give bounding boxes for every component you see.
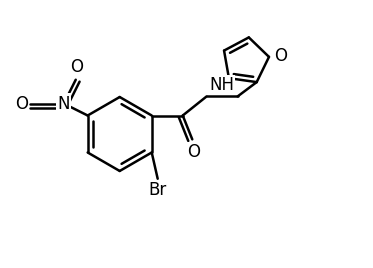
Text: O: O xyxy=(70,58,84,76)
Text: Br: Br xyxy=(148,181,167,199)
Text: O: O xyxy=(274,47,287,65)
Text: NH: NH xyxy=(209,76,234,94)
Text: O: O xyxy=(15,95,28,113)
Text: O: O xyxy=(187,143,200,161)
Text: N: N xyxy=(57,95,70,113)
